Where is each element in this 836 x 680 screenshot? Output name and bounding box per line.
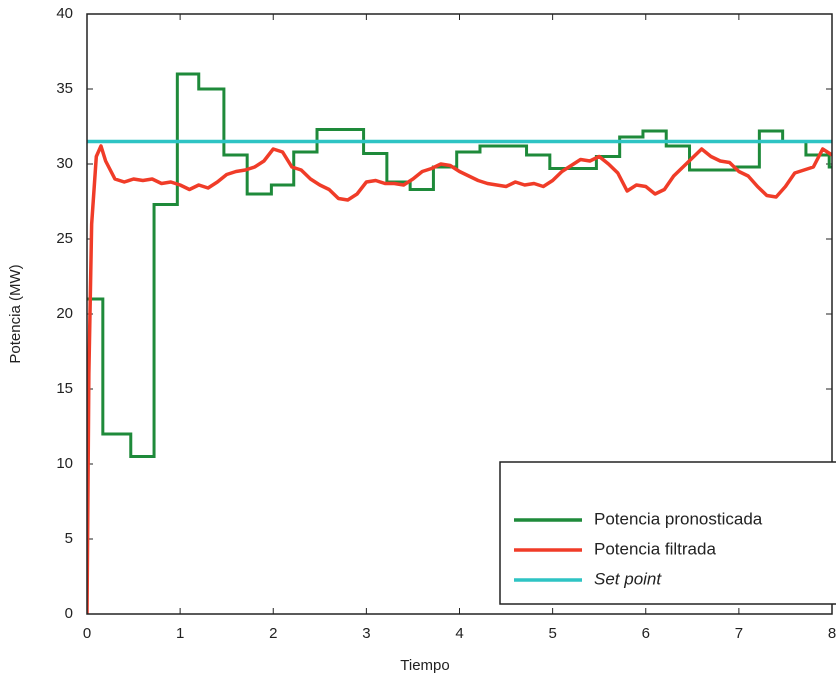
y-tick-label: 40 [56, 5, 73, 22]
x-tick-label: 0 [83, 625, 91, 642]
legend-label: Potencia pronosticada [594, 509, 763, 528]
y-tick-label: 30 [56, 155, 73, 172]
y-tick-label: 10 [56, 455, 73, 472]
x-tick-label: 5 [548, 625, 556, 642]
y-tick-label: 0 [65, 605, 73, 622]
y-tick-label: 35 [56, 80, 73, 97]
plot-frame [86, 13, 833, 615]
x-tick-label: 6 [642, 625, 650, 642]
x-axis-label: Tiempo [400, 657, 449, 674]
legend-label: Potencia filtrada [594, 539, 716, 558]
step-connector [87, 72, 832, 458]
x-tick-label: 3 [362, 625, 370, 642]
x-tick-label: 4 [455, 625, 463, 642]
x-tick-label: 1 [176, 625, 184, 642]
x-tick-label: 7 [735, 625, 743, 642]
line [87, 144, 832, 614]
y-tick-label: 25 [56, 230, 73, 247]
legend-label: Set point [594, 569, 662, 588]
legend [499, 461, 836, 605]
x-tick-label: 2 [269, 625, 277, 642]
y-tick-label: 5 [65, 530, 73, 547]
y-tick-label: 15 [56, 380, 73, 397]
y-tick-label: 20 [56, 305, 73, 322]
plot [87, 72, 832, 614]
x-tick-label: 8 [828, 625, 836, 642]
y-axis-label: Potencia (MW) [7, 264, 24, 363]
